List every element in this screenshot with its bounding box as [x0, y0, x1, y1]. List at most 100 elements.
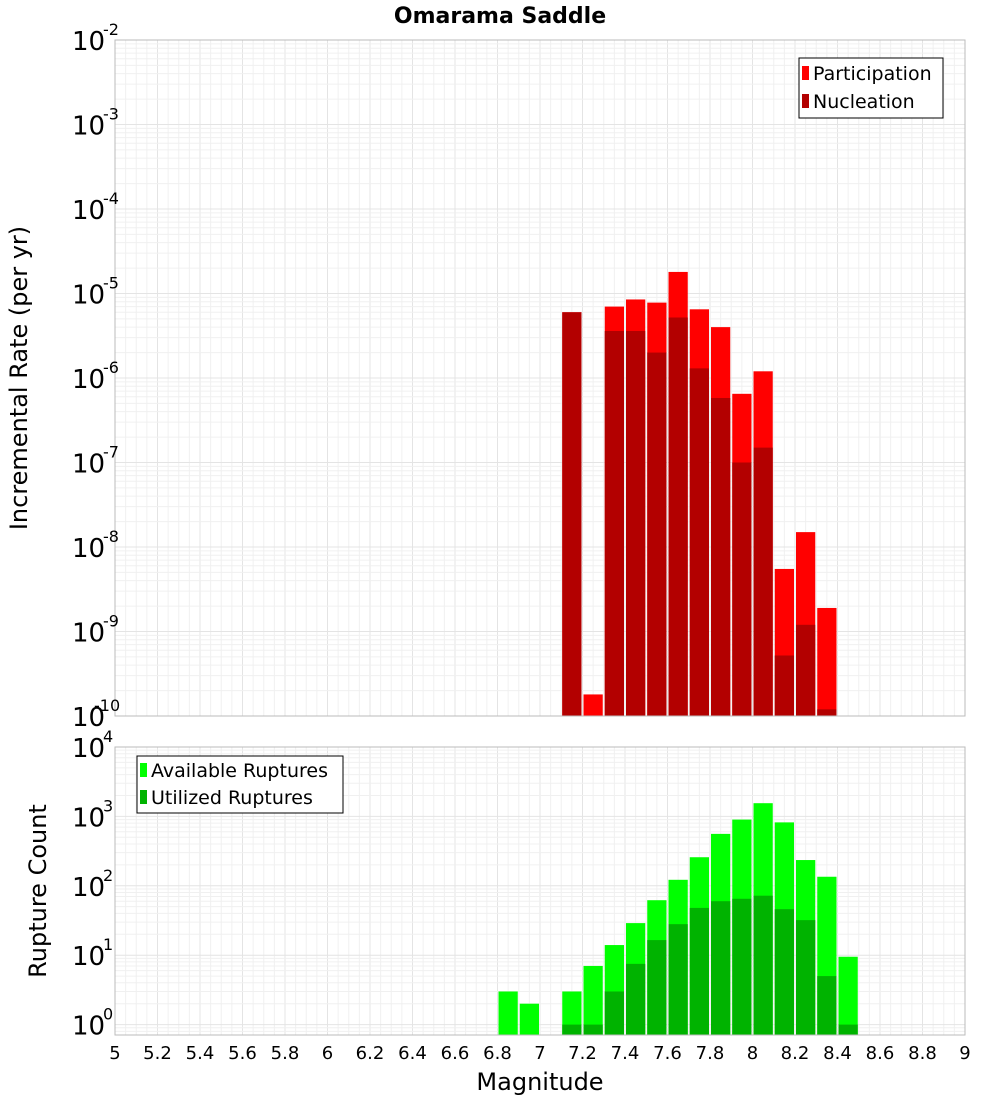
- count-y-tick-label: 102: [72, 866, 113, 903]
- legend-available-swatch: [140, 763, 147, 777]
- rate-y-tick-exponent: -5: [103, 274, 119, 293]
- legend-utilized-swatch: [140, 790, 147, 804]
- rate-y-tick-label: 10-3: [72, 105, 119, 142]
- utilized-bar: [732, 898, 752, 1035]
- available-bar: [583, 965, 603, 1035]
- utilized-bar: [562, 1024, 582, 1035]
- x-tick-label: 5.6: [228, 1043, 257, 1064]
- count-y-tick-base: 10: [72, 803, 105, 833]
- rate-y-ticks: 10-210-310-410-510-610-710-810-910-10: [72, 20, 120, 733]
- participation-bar: [583, 694, 603, 716]
- rate-legend-box: [798, 57, 944, 119]
- count-y-tick-base: 10: [72, 1012, 105, 1042]
- rate-legend: Participation Nucleation: [798, 57, 944, 119]
- rate-y-tick-label: 10-9: [72, 612, 119, 649]
- count-y-tick-base: 10: [72, 942, 105, 972]
- rate-y-tick-base: 10: [72, 196, 105, 226]
- x-tick-label: 7.8: [696, 1043, 725, 1064]
- utilized-bar: [753, 895, 773, 1035]
- count-y-axis-label: Rupture Count: [24, 804, 52, 978]
- utilized-bar: [774, 909, 794, 1035]
- rate-y-tick-exponent: -2: [103, 20, 119, 39]
- x-tick-label: 8.8: [908, 1043, 937, 1064]
- rate-bars: [562, 271, 837, 716]
- x-tick-label: 5.2: [143, 1043, 172, 1064]
- count-y-tick-exponent: 0: [103, 1005, 113, 1024]
- rate-panel: 10-210-310-410-510-610-710-810-910-10 In…: [5, 20, 966, 733]
- nucleation-bar: [562, 312, 582, 716]
- x-tick-label: 5.8: [271, 1043, 300, 1064]
- nucleation-bar: [774, 655, 794, 716]
- utilized-bar: [583, 1024, 603, 1035]
- utilized-bar: [604, 991, 624, 1035]
- rate-y-tick-exponent: -3: [103, 105, 119, 124]
- rate-plot-frame: [114, 39, 966, 717]
- rate-y-tick-label: 10-6: [72, 358, 119, 395]
- legend-nucleation-swatch: [802, 94, 809, 108]
- available-bar: [838, 956, 858, 1035]
- count-y-tick-label: 103: [72, 796, 113, 833]
- count-x-ticks: 5 5.2 5.4 5.6 5.8 6 6.2 6.4 6.6 6.8 7 7.2 7.4 7.6 7.8 8…: [109, 1043, 970, 1064]
- x-tick-label: 7: [534, 1043, 545, 1064]
- x-tick-label: 8.6: [866, 1043, 895, 1064]
- x-tick-label: 6: [322, 1043, 333, 1064]
- count-y-tick-base: 10: [72, 734, 105, 764]
- utilized-bar: [626, 963, 646, 1035]
- count-legend-box: [136, 755, 344, 814]
- utilized-bar: [817, 976, 837, 1035]
- nucleation-bar: [753, 447, 773, 716]
- available-bar: [519, 1003, 539, 1035]
- count-y-tick-exponent: 2: [103, 866, 113, 885]
- rate-y-tick-exponent: -4: [103, 189, 119, 208]
- x-tick-label: 7.2: [568, 1043, 597, 1064]
- rate-y-tick-base: 10: [72, 703, 105, 733]
- rate-y-tick-label: 10-7: [72, 443, 119, 480]
- count-y-tick-label: 104: [72, 727, 113, 764]
- rate-y-tick-base: 10: [72, 365, 105, 395]
- x-tick-label: 5.4: [186, 1043, 215, 1064]
- rate-grid: [114, 39, 966, 717]
- count-legend: Available Ruptures Utilized Ruptures: [136, 755, 344, 814]
- nucleation-bar: [647, 352, 667, 716]
- x-tick-label: 6.6: [441, 1043, 470, 1064]
- nucleation-bar: [796, 624, 816, 716]
- x-tick-label: 7.6: [653, 1043, 682, 1064]
- rate-y-tick-base: 10: [72, 450, 105, 480]
- count-y-tick-base: 10: [72, 873, 105, 903]
- rate-y-tick-exponent: -10: [94, 696, 120, 715]
- legend-participation-swatch: [802, 66, 809, 80]
- utilized-bar: [711, 901, 731, 1035]
- utilized-bar: [796, 920, 816, 1035]
- count-y-tick-exponent: 1: [103, 935, 113, 954]
- count-y-tick-exponent: 4: [103, 727, 113, 746]
- x-tick-label: 6.2: [356, 1043, 385, 1064]
- x-tick-label: 6.4: [398, 1043, 427, 1064]
- chart-title: Omarama Saddle: [394, 4, 606, 29]
- rate-y-tick-base: 10: [72, 619, 105, 649]
- rate-y-tick-base: 10: [72, 27, 105, 57]
- rate-y-tick-label: 10-5: [72, 274, 119, 311]
- utilized-bar: [647, 940, 667, 1035]
- legend-utilized-label: Utilized Ruptures: [151, 787, 313, 809]
- utilized-bar: [838, 1024, 858, 1035]
- x-tick-label: 5: [109, 1043, 120, 1064]
- rate-y-tick-base: 10: [72, 112, 105, 142]
- rate-y-tick-exponent: -6: [103, 358, 119, 377]
- x-axis-label: Magnitude: [476, 1068, 603, 1096]
- rate-y-tick-label: 10-8: [72, 527, 119, 564]
- rate-y-tick-base: 10: [72, 534, 105, 564]
- nucleation-bar: [732, 462, 752, 716]
- utilized-bar: [689, 907, 709, 1035]
- nucleation-bar: [689, 368, 709, 716]
- rate-y-tick-label: 10-2: [72, 20, 119, 57]
- nucleation-bar: [711, 397, 731, 716]
- x-tick-label: 8: [747, 1043, 758, 1064]
- nucleation-bar: [668, 317, 688, 716]
- x-tick-label: 6.8: [483, 1043, 512, 1064]
- nucleation-bar: [604, 330, 624, 716]
- count-y-tick-label: 101: [72, 935, 113, 972]
